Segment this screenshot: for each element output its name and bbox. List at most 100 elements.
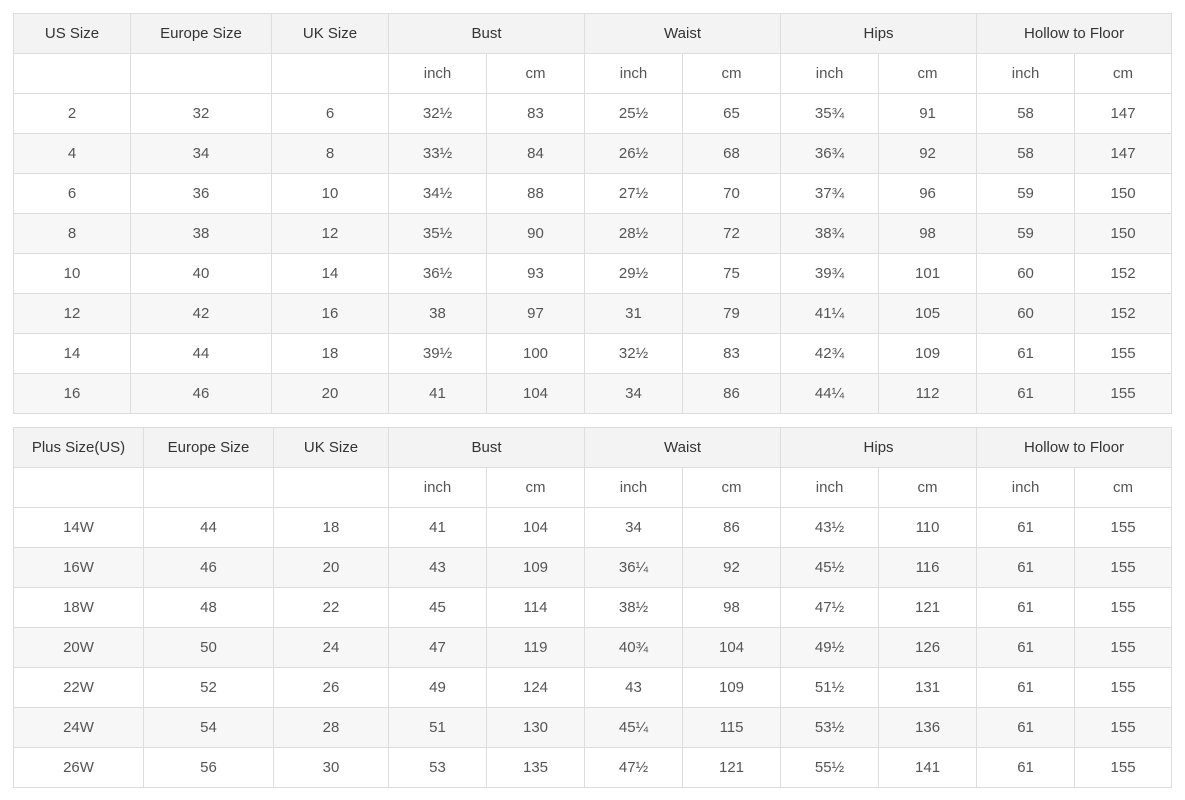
header-cell: Hollow to Floor	[976, 427, 1173, 468]
data-cell: 109	[485, 547, 586, 588]
unit-cell: cm	[878, 53, 978, 94]
data-cell: 109	[878, 333, 978, 374]
data-cell: 92	[878, 133, 978, 174]
data-row: 14W 44 18 41 104 34 86 43½ 110 61 155	[13, 507, 1173, 548]
data-row: 6 36 10 34½ 88 27½ 70 37¾ 96 59 150	[13, 173, 1173, 214]
unit-cell: inch	[584, 53, 684, 94]
data-cell: 155	[1074, 587, 1173, 628]
data-cell: 12	[271, 213, 389, 254]
unit-cell: cm	[1074, 467, 1173, 508]
data-cell: 29½	[584, 253, 684, 294]
data-cell: 22W	[13, 667, 144, 708]
data-cell: 110	[878, 507, 978, 548]
data-cell: 121	[682, 747, 782, 788]
empty-cell	[273, 467, 389, 508]
data-cell: 65	[682, 93, 782, 134]
data-cell: 51	[388, 707, 487, 748]
data-cell: 16	[13, 373, 131, 414]
data-cell: 136	[878, 707, 978, 748]
data-cell: 8	[13, 213, 131, 254]
data-cell: 18	[271, 333, 389, 374]
data-row: 12 42 16 38 97 31 79 41¼ 105 60 152	[13, 293, 1173, 334]
data-cell: 70	[682, 173, 782, 214]
data-cell: 104	[485, 373, 586, 414]
data-cell: 131	[878, 667, 978, 708]
data-cell: 115	[682, 707, 782, 748]
data-cell: 61	[976, 507, 1076, 548]
data-row: 14 44 18 39½ 100 32½ 83 42¾ 109 61 155	[13, 333, 1173, 374]
data-cell: 61	[976, 547, 1076, 588]
data-cell: 86	[682, 507, 782, 548]
data-cell: 130	[485, 707, 586, 748]
data-cell: 147	[1074, 93, 1173, 134]
data-cell: 40¾	[584, 627, 684, 668]
data-cell: 45	[388, 587, 487, 628]
data-cell: 96	[878, 173, 978, 214]
data-cell: 126	[878, 627, 978, 668]
data-cell: 14	[13, 333, 131, 374]
data-cell: 18	[273, 507, 389, 548]
data-cell: 37¾	[780, 173, 880, 214]
header-cell: Hollow to Floor	[976, 13, 1173, 54]
data-cell: 86	[682, 373, 782, 414]
data-cell: 58	[976, 93, 1076, 134]
data-cell: 45¼	[584, 707, 684, 748]
data-cell: 32½	[584, 333, 684, 374]
data-cell: 25½	[584, 93, 684, 134]
unit-cell: inch	[388, 467, 487, 508]
header-cell: Europe Size	[130, 13, 272, 54]
data-cell: 100	[485, 333, 586, 374]
data-cell: 104	[682, 627, 782, 668]
header-cell: Plus Size(US)	[13, 427, 144, 468]
data-cell: 4	[13, 133, 131, 174]
data-row: 20W 50 24 47 119 40¾ 104 49½ 126 61 155	[13, 627, 1173, 668]
data-cell: 16	[271, 293, 389, 334]
data-cell: 16W	[13, 547, 144, 588]
data-cell: 28	[273, 707, 389, 748]
data-cell: 2	[13, 93, 131, 134]
data-row: 8 38 12 35½ 90 28½ 72 38¾ 98 59 150	[13, 213, 1173, 254]
data-cell: 42	[130, 293, 272, 334]
data-cell: 155	[1074, 373, 1173, 414]
data-cell: 43½	[780, 507, 880, 548]
data-cell: 105	[878, 293, 978, 334]
data-cell: 36½	[388, 253, 487, 294]
data-cell: 59	[976, 213, 1076, 254]
data-cell: 98	[682, 587, 782, 628]
data-cell: 155	[1074, 747, 1173, 788]
data-cell: 26½	[584, 133, 684, 174]
data-cell: 152	[1074, 293, 1173, 334]
data-row: 16 46 20 41 104 34 86 44¼ 112 61 155	[13, 373, 1173, 414]
data-cell: 83	[485, 93, 586, 134]
data-cell: 43	[388, 547, 487, 588]
empty-cell	[271, 53, 389, 94]
header-cell: Bust	[387, 427, 586, 468]
header-cell: UK Size	[271, 13, 389, 54]
data-cell: 35½	[388, 213, 487, 254]
data-cell: 32½	[388, 93, 487, 134]
data-cell: 60	[976, 253, 1076, 294]
unit-cell: inch	[780, 53, 880, 94]
data-cell: 155	[1074, 627, 1173, 668]
data-cell: 44¼	[780, 373, 880, 414]
data-row: 2 32 6 32½ 83 25½ 65 35¾ 91 58 147	[13, 93, 1173, 134]
empty-cell	[143, 467, 274, 508]
data-cell: 36¾	[780, 133, 880, 174]
unit-cell: cm	[485, 53, 586, 94]
data-cell: 84	[485, 133, 586, 174]
unit-cell: inch	[388, 53, 487, 94]
data-cell: 61	[976, 627, 1076, 668]
unit-cell: inch	[976, 53, 1076, 94]
unit-cell: cm	[682, 53, 782, 94]
data-cell: 38½	[584, 587, 684, 628]
unit-cell: inch	[780, 467, 880, 508]
data-cell: 155	[1074, 547, 1173, 588]
data-cell: 88	[485, 173, 586, 214]
data-cell: 51½	[780, 667, 880, 708]
data-cell: 31	[584, 293, 684, 334]
data-cell: 6	[13, 173, 131, 214]
data-cell: 58	[976, 133, 1076, 174]
empty-cell	[13, 467, 144, 508]
data-cell: 121	[878, 587, 978, 628]
data-cell: 42¾	[780, 333, 880, 374]
